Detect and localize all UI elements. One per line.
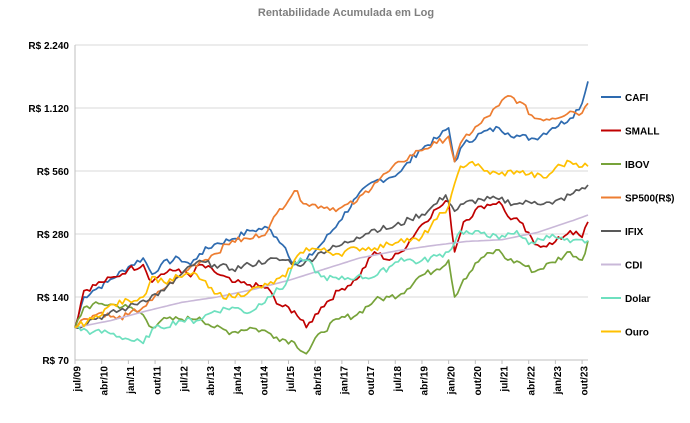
x-tick-label: jan/23	[553, 366, 564, 396]
legend-label: IBOV	[625, 160, 650, 171]
series-line-ibov	[74, 240, 589, 355]
x-tick-label: out/23	[580, 366, 591, 396]
x-tick-label: jul/09	[73, 366, 84, 393]
x-tick-label: jan/11	[126, 366, 137, 395]
legend-label: Ouro	[625, 328, 649, 339]
x-tick-label: jul/21	[500, 366, 511, 393]
legend-label: CAFI	[625, 93, 649, 104]
y-tick-label: R$ 280	[37, 230, 70, 241]
x-tick-label: out/11	[153, 366, 164, 395]
x-tick-label: out/14	[259, 366, 270, 396]
x-tick-label: out/17	[366, 366, 377, 396]
legend-label: IFIX	[625, 227, 644, 238]
x-tick-label: jul/15	[286, 366, 297, 393]
legend-label: CDI	[625, 261, 642, 272]
x-tick-label: abr/13	[206, 366, 217, 396]
series-line-sp500-r	[74, 95, 589, 329]
series-line-dolar	[74, 229, 589, 345]
y-tick-label: R$ 1.120	[28, 104, 69, 115]
series-line-small	[74, 199, 589, 329]
axes: R$ 70 R$ 140 R$ 280 R$ 560 R$ 1.120 R$ 2.240 j…	[28, 41, 590, 395]
chart-title: Rentabilidade Acumulada em Log	[258, 7, 434, 19]
series-lines	[74, 81, 589, 355]
y-tick-label: R$ 2.240	[28, 41, 69, 52]
y-tick-label: R$ 70	[42, 356, 69, 367]
y-tick-label: R$ 560	[37, 167, 70, 178]
x-tick-label: abr/10	[99, 366, 110, 396]
series-line-ouro	[74, 159, 589, 329]
legend: CAFI SMALL IBOV SP500(R$) IFIX CDI Dolar Ouro	[601, 93, 674, 339]
legend-label: SP500(R$)	[625, 194, 674, 205]
y-tick-label: R$ 140	[37, 293, 70, 304]
series-line-cafi	[74, 81, 589, 328]
x-tick-label: abr/16	[313, 366, 324, 396]
series-line-cdi	[74, 214, 589, 329]
x-tick-label: abr/22	[526, 366, 537, 396]
x-tick-label: jul/18	[393, 366, 404, 393]
x-tick-label: jan/17	[340, 366, 351, 396]
x-tick-label: jan/14	[233, 366, 244, 396]
x-tick-label: jan/20	[446, 366, 457, 396]
x-tick-label: jul/12	[179, 366, 190, 393]
legend-label: Dolar	[625, 294, 651, 305]
legend-label: SMALL	[625, 127, 659, 138]
x-tick-label: abr/19	[420, 366, 431, 396]
x-tick-label: out/20	[473, 366, 484, 396]
series-line-ifix	[74, 184, 589, 330]
gridlines	[75, 44, 588, 361]
